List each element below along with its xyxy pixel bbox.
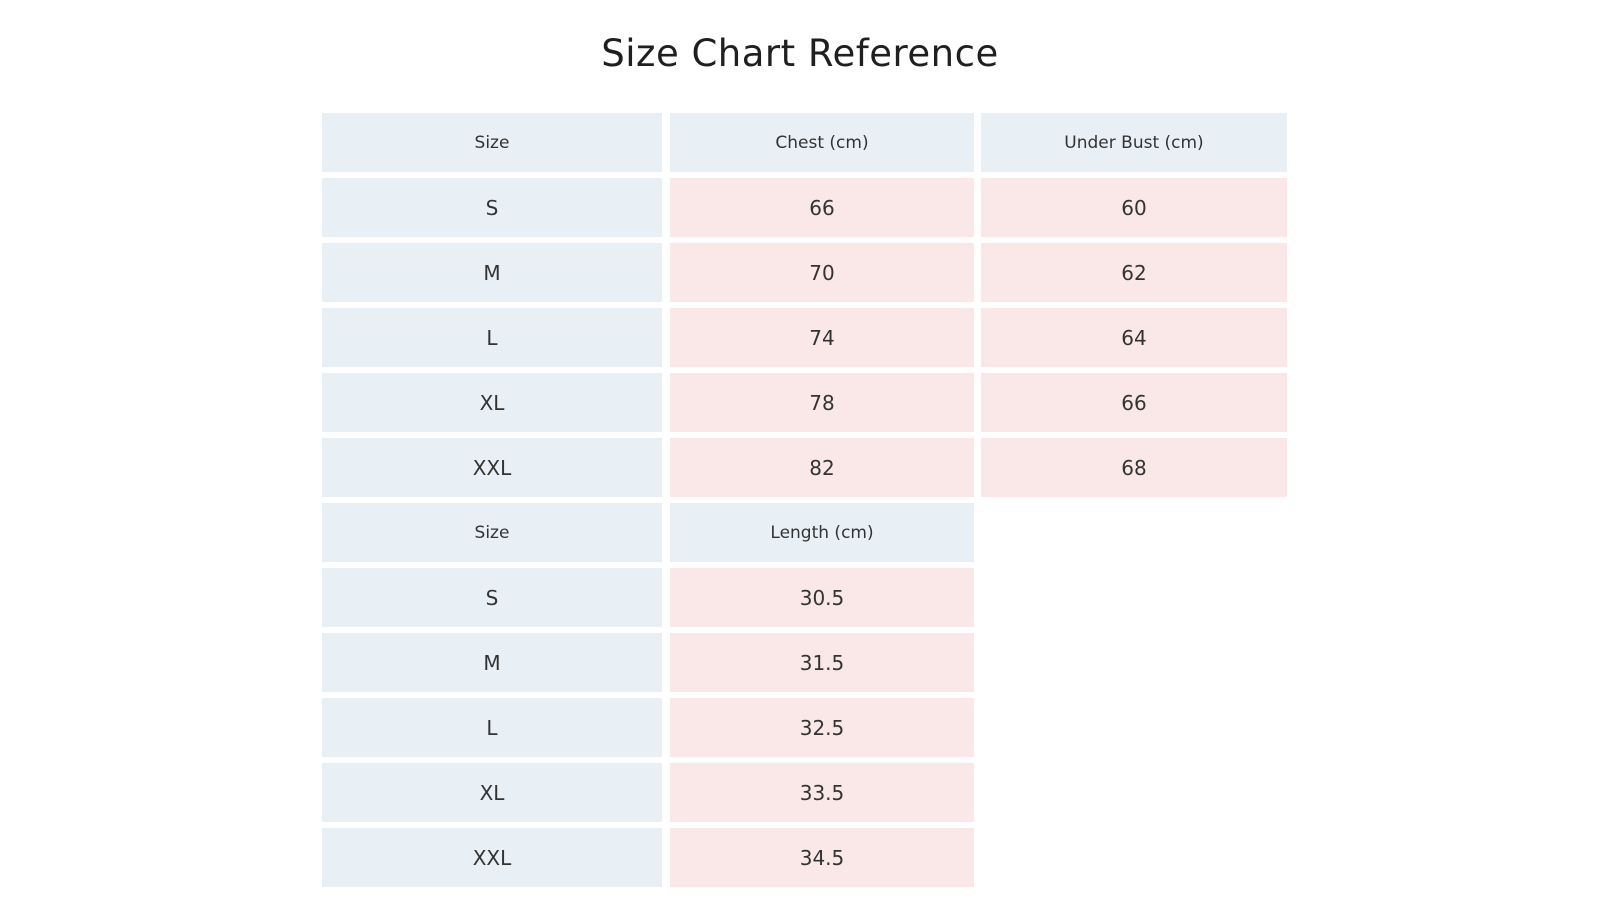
table2-row-length: 30.5 [670,568,974,627]
table1-row-under-bust: 64 [981,308,1287,367]
table1-header-chest: Chest (cm) [670,113,974,172]
table1-row-chest: 66 [670,178,974,237]
table1-row-under-bust: 62 [981,243,1287,302]
table1-row-size: M [322,243,662,302]
table2-header-size: Size [322,503,662,562]
table2-row-size: L [322,698,662,757]
table2-row-size: XL [322,763,662,822]
table1-row-chest: 70 [670,243,974,302]
table2-row-size: M [322,633,662,692]
table2-header-length: Length (cm) [670,503,974,562]
table1-row-size: L [322,308,662,367]
table1-row-under-bust: 68 [981,438,1287,497]
table1-row-under-bust: 66 [981,373,1287,432]
table1-row-size: S [322,178,662,237]
table1-header-size: Size [322,113,662,172]
table2-row-size: S [322,568,662,627]
table1-row-chest: 78 [670,373,974,432]
table2-row-length: 34.5 [670,828,974,887]
table1-row-size: XXL [322,438,662,497]
table1-row-chest: 74 [670,308,974,367]
table1-header-under-bust: Under Bust (cm) [981,113,1287,172]
table1-row-under-bust: 60 [981,178,1287,237]
table2-row-length: 33.5 [670,763,974,822]
table2-row-length: 32.5 [670,698,974,757]
table1-row-chest: 82 [670,438,974,497]
table1-row-size: XL [322,373,662,432]
table2-row-size: XXL [322,828,662,887]
page-title: Size Chart Reference [601,32,999,75]
table2-row-length: 31.5 [670,633,974,692]
